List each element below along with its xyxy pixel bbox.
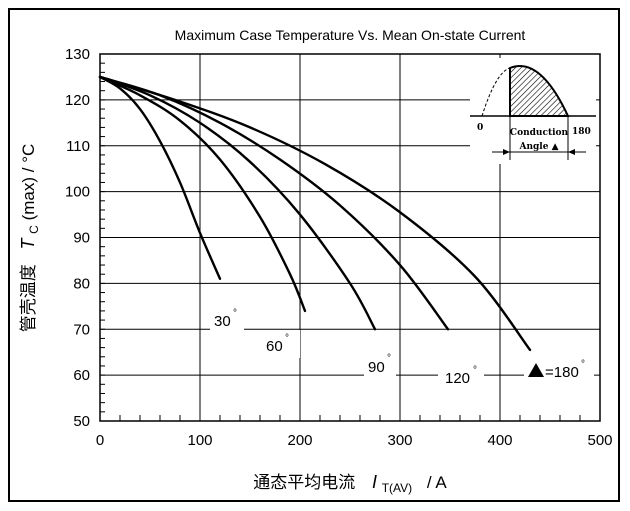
inset-label-0: 0 (477, 123, 483, 133)
label-mask-60 (266, 330, 300, 358)
inset-hatched-region (509, 65, 570, 117)
minor-ticks (99, 53, 601, 422)
x-axis-subscript: T(AV) (382, 481, 412, 495)
curve-label-90-degree: ° (387, 353, 391, 364)
curve-0 (98, 75, 222, 280)
x-tick-label-200: 200 (287, 432, 312, 449)
curve-2 (98, 75, 377, 331)
y-tick-label-80: 80 (73, 275, 90, 292)
y-axis-symbol: T (18, 237, 38, 250)
chart-frame (8, 8, 620, 502)
x-axis-unit: / A (427, 473, 448, 492)
y-axis-subscript: C (27, 225, 41, 234)
curve-label-180-degree: ° (581, 359, 585, 370)
x-tick-label-500: 500 (587, 432, 612, 449)
y-tick-label-50: 50 (73, 413, 90, 430)
triangle-marker-180 (528, 363, 544, 377)
label-mask-120 (438, 362, 484, 388)
curve-1 (98, 75, 307, 313)
y-tick-label-90: 90 (73, 230, 90, 247)
x-tick-label-400: 400 (487, 432, 512, 449)
inset-arrow-left-head (503, 149, 510, 155)
label-mask-90 (364, 352, 396, 378)
y-tick-label-70: 70 (73, 321, 90, 338)
inset-dashed-wave (481, 67, 511, 117)
x-tick-labels: 0 100 200 300 400 500 (96, 432, 613, 449)
y-tick-label-130: 130 (65, 46, 90, 63)
curve-label-60: 60 (266, 338, 283, 355)
x-axis-label-cn: 通态平均电流 (253, 473, 355, 493)
curve-label-120-degree: ° (473, 365, 477, 376)
y-tick-label-100: 100 (65, 184, 90, 201)
y-tick-label-110: 110 (66, 138, 90, 155)
y-axis-label: 管壳温度 T C (max) / °C (18, 144, 42, 333)
curve-label-30: 30 (214, 313, 231, 330)
inset-conduction: Conduction (510, 128, 569, 138)
x-tick-label-100: 100 (187, 432, 212, 449)
inset-arrow-right-head (568, 149, 575, 155)
curve-label-90: 90 (368, 359, 385, 376)
curve-label-120: 120 (445, 370, 470, 387)
label-mask-30 (210, 306, 244, 332)
curve-3 (98, 75, 450, 331)
y-axis-label-cn: 管壳温度 (19, 264, 39, 332)
chart-title: Maximum Case Temperature Vs. Mean On-sta… (175, 27, 526, 43)
curve-label-30-degree: ° (233, 308, 237, 319)
inset-angle: Angle ▲ (518, 142, 558, 152)
curve-4 (98, 75, 532, 352)
x-tick-label-300: 300 (387, 432, 412, 449)
curves (98, 75, 532, 352)
x-axis-symbol: I (372, 472, 377, 492)
x-tick-label-0: 0 (96, 432, 104, 449)
conduction-angle-inset: 0 180 Conduction Angle ▲ (470, 58, 596, 164)
y-tick-label-120: 120 (65, 92, 90, 109)
curve-label-60-degree: ° (285, 333, 289, 344)
inset-label-180: 180 (572, 127, 591, 137)
curve-label-180: =180 (545, 364, 579, 381)
y-axis-rest: (max) / °C (19, 144, 38, 221)
y-tick-labels: 50 60 70 80 90 100 110 120 130 (65, 46, 90, 430)
x-axis-label: 通态平均电流 I T(AV) / A (253, 472, 447, 496)
y-tick-label-60: 60 (73, 367, 90, 384)
